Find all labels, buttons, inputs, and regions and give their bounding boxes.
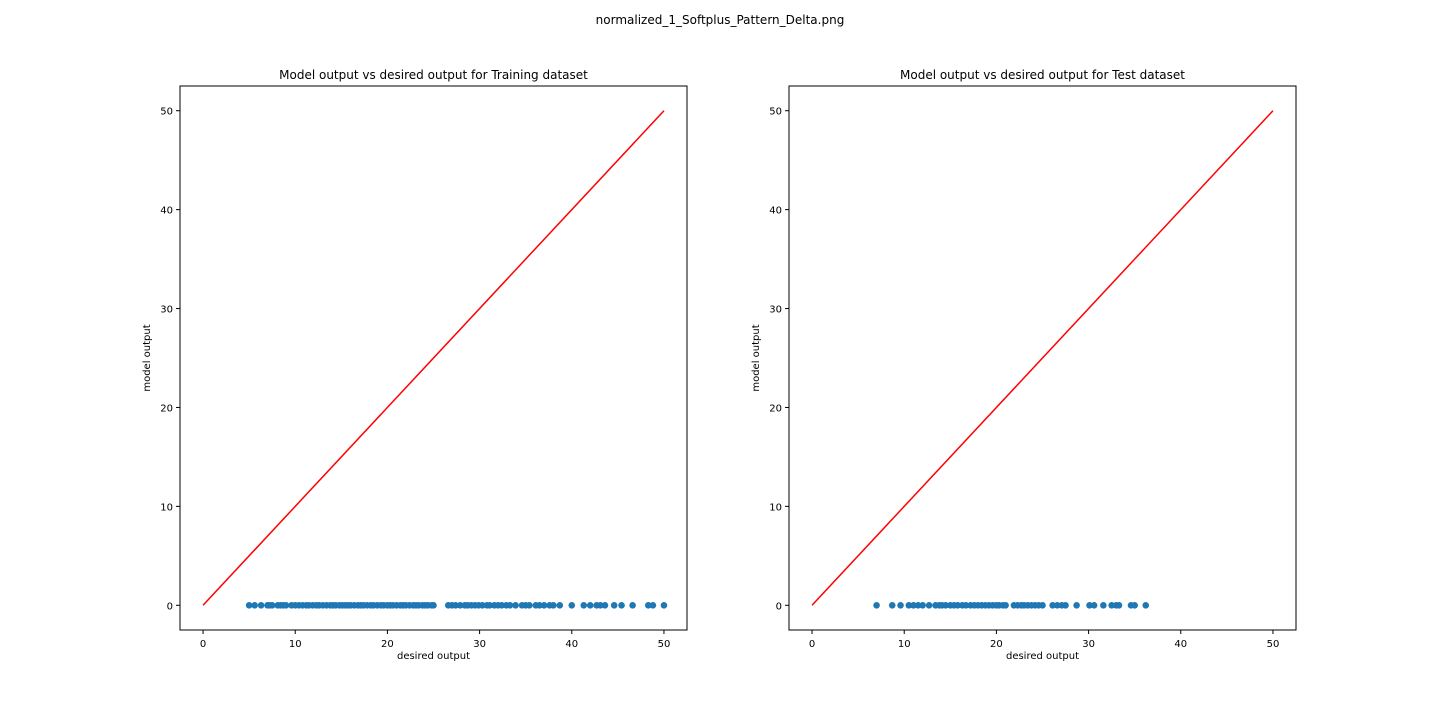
chart-test-scatter-point — [1002, 601, 1009, 609]
chart-test-x-tick-label: 50 — [1267, 639, 1280, 650]
chart-training-y-tick-label: 20 — [160, 403, 173, 414]
chart-training-title: Model output vs desired output for Train… — [279, 68, 588, 82]
chart-test-scatter-point — [1090, 601, 1098, 609]
chart-training-scatter-point — [282, 601, 290, 609]
chart-test-y-tick-label: 0 — [776, 601, 782, 612]
chart-test-y-tick-label: 50 — [769, 107, 782, 118]
chart-test-x-tick-label: 0 — [809, 639, 815, 650]
chart-training-scatter-point — [580, 601, 588, 609]
chart-training-scatter-point — [512, 601, 519, 609]
chart-test-y-tick-label: 10 — [769, 502, 782, 513]
chart-test-y-tick-label: 40 — [769, 206, 782, 217]
chart-training-scatter-point — [526, 601, 533, 609]
chart-test-scatter-point — [1053, 601, 1061, 609]
chart-training-x-tick-label: 0 — [200, 639, 206, 650]
chart-test-scatter-point — [942, 601, 950, 609]
chart-training-scatter-point — [618, 601, 625, 609]
chart-training-x-tick-label: 10 — [289, 639, 302, 650]
chart-training-scatter-point — [257, 601, 265, 609]
chart-training-scatter-point — [629, 601, 636, 609]
chart-training-x-tick-label: 40 — [565, 639, 578, 650]
chart-test-reference-line — [811, 110, 1274, 606]
chart-training-y-tick-label: 40 — [160, 206, 173, 217]
chart-test-scatter-point — [914, 601, 922, 609]
chart-training-scatter-point — [245, 601, 253, 609]
chart-test-scatter-point — [1131, 601, 1138, 609]
chart-test-x-axis-label: desired output — [1006, 651, 1079, 662]
chart-training-y-tick-label: 10 — [160, 502, 173, 513]
chart-test-scatter-point — [905, 601, 913, 609]
chart-training-y-axis-label: model output — [142, 324, 153, 391]
chart-training-scatter-point — [660, 601, 668, 609]
chart-test-title: Model output vs desired output for Test … — [900, 68, 1185, 82]
chart-training-scatter-point — [597, 601, 604, 609]
chart-training-x-tick-label: 20 — [381, 639, 394, 650]
chart-test-scatter-point — [1115, 601, 1123, 609]
chart-test-scatter-point — [925, 601, 933, 609]
chart-training-scatter-point — [649, 601, 657, 609]
subplot-test: 0 10 20 30 40 50 0 10 20 30 40 50 Model output vs de… — [751, 68, 1297, 662]
chart-test-scatter-point — [919, 601, 926, 609]
chart-training-scatter-point — [456, 601, 464, 609]
chart-training-scatter-point — [486, 601, 494, 609]
chart-test-scatter-point — [1142, 601, 1150, 609]
chart-test-scatter-point — [1108, 601, 1115, 609]
chart-test-x-tick-label: 30 — [1082, 639, 1095, 650]
chart-training-scatter-point — [568, 601, 576, 609]
chart-training-scatter-point — [430, 601, 437, 609]
chart-training-reference-line — [202, 110, 665, 606]
chart-test-y-tick-label: 20 — [769, 403, 782, 414]
chart-test-scatter-point — [1049, 601, 1056, 609]
figure-title: normalized_1_Softplus_Pattern_Delta.png — [596, 13, 845, 27]
chart-training-scatter-point — [251, 601, 258, 609]
chart-training-scatter-point — [479, 601, 486, 609]
chart-test-scatter-point — [1100, 601, 1107, 609]
chart-training-y-tick-label: 0 — [167, 601, 173, 612]
chart-test-scatter-point — [1062, 601, 1069, 609]
chart-test-y-axis-label: model output — [751, 324, 762, 391]
chart-test-scatter-point — [1039, 601, 1046, 609]
chart-test-scatter-point — [888, 601, 896, 609]
chart-training-y-tick-label: 50 — [160, 107, 173, 118]
chart-test-scatter-point — [1073, 601, 1080, 609]
chart-training-x-axis-label: desired output — [397, 651, 470, 662]
chart-training-scatter-point — [644, 601, 652, 609]
chart-training-scatter-point — [610, 601, 618, 609]
chart-test-y-tick-label: 30 — [769, 305, 782, 316]
chart-test-scatter-point — [873, 601, 880, 609]
chart-training-scatter-point — [452, 601, 459, 609]
chart-test-scatter-point — [910, 601, 917, 609]
chart-training-scatter-point — [498, 601, 506, 609]
chart-training-scatter-point — [268, 601, 276, 609]
chart-test-x-tick-label: 40 — [1174, 639, 1187, 650]
chart-training-scatter-point — [506, 601, 514, 609]
chart-test-scatter-point — [954, 601, 961, 609]
chart-test-scatter-point — [1086, 601, 1093, 609]
chart-training-scatter-point — [586, 601, 594, 609]
chart-training-scatter-point — [556, 601, 564, 609]
chart-training-y-tick-label: 30 — [160, 305, 173, 316]
chart-training-scatter-point — [540, 601, 548, 609]
chart-test-x-tick-label: 20 — [990, 639, 1003, 650]
chart-training-scatter-point — [550, 601, 557, 609]
chart-training-scatter-point — [601, 601, 609, 609]
subplot-training: 0 10 20 30 40 50 0 10 20 30 40 50 Model output vs de… — [142, 68, 688, 662]
chart-training-x-tick-label: 50 — [658, 639, 671, 650]
chart-test-scatter-point — [897, 601, 904, 609]
chart-training-x-tick-label: 30 — [473, 639, 486, 650]
chart-test-x-tick-label: 10 — [898, 639, 911, 650]
chart-test-scatter-point — [962, 601, 970, 609]
chart-training-scatter-point — [536, 601, 543, 609]
